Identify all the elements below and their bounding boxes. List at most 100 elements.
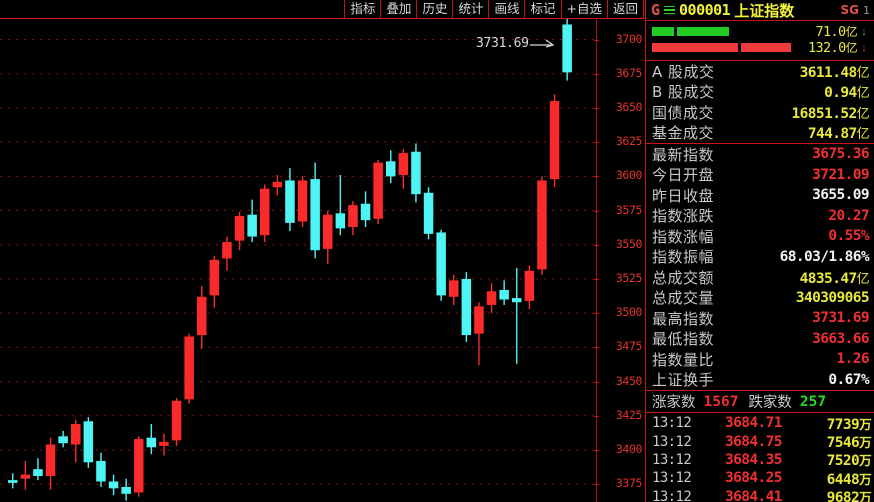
sell-volume-row: 132.0亿 ↓	[652, 40, 869, 56]
tick-time: 13:12	[652, 433, 692, 450]
toolbar-button-mark[interactable]: 标记	[524, 0, 560, 18]
quote-header: G 000001 上证指数 SG 1	[646, 0, 874, 20]
tick-price: 3684.41	[725, 488, 783, 502]
turnover-row: 基金成交 744.87亿	[646, 123, 874, 144]
stat-label: 最新指数	[652, 145, 715, 164]
turnover-value: 3611.48亿	[799, 64, 870, 81]
tick-volume: 7739万	[826, 416, 872, 433]
stat-label: 总成交量	[652, 289, 715, 308]
statistics-list: 最新指数 3675.36 今日开盘 3721.09 昨日收盘 3655.09 指数涨跌 20.…	[646, 144, 874, 390]
candlestick-bar	[310, 162, 320, 259]
candlestick-bar	[449, 274, 459, 305]
candlestick-bar	[8, 473, 18, 489]
price-axis-tick: 3600	[615, 168, 643, 183]
stat-value: 1.26	[836, 351, 869, 368]
candlestick-bar	[83, 417, 94, 468]
sg-badge-number: 1	[863, 3, 870, 17]
candlestick-bar	[222, 236, 232, 271]
candlestick-svg[interactable]	[0, 19, 644, 502]
arrow-icon	[529, 38, 555, 48]
toolbar-button-statistics[interactable]: 统计	[452, 0, 488, 18]
candlestick-bar	[260, 184, 270, 243]
price-axis-tick: 3500	[615, 305, 643, 320]
stat-label: 今日开盘	[652, 166, 715, 185]
turnover-row: 国债成交 16851.52亿	[646, 102, 874, 123]
candlestick-bar	[184, 333, 194, 404]
tick-price: 3684.75	[725, 433, 783, 450]
stat-value: 20.27	[828, 207, 869, 224]
stat-row: 指数涨跌 20.27	[646, 206, 874, 227]
symbol-code: 000001	[679, 1, 731, 19]
price-axis-tick-mark	[594, 210, 599, 212]
toolbar-button-drawline[interactable]: 画线	[488, 0, 524, 18]
candlestick-bar	[512, 268, 522, 364]
price-axis-tick: 3425	[615, 407, 643, 422]
candlestick-chart[interactable]	[0, 19, 644, 502]
stat-row: 指数涨幅 0.55%	[646, 226, 874, 247]
candlestick-bar	[499, 280, 509, 305]
stat-label: 指数涨幅	[652, 227, 715, 246]
stat-value: 0.67%	[828, 371, 869, 388]
price-axis-rule	[596, 19, 597, 502]
tick-price: 3684.71	[725, 415, 783, 432]
candlestick-bar	[486, 283, 497, 314]
toolbar-button-indicator[interactable]: 指标	[344, 0, 380, 18]
tick-row[interactable]: 13:12 3684.71 7739万	[646, 414, 874, 433]
divider	[646, 143, 874, 144]
price-axis-tick-mark	[594, 176, 599, 178]
candlestick-bar	[146, 424, 157, 455]
candlestick-bar	[461, 272, 472, 342]
turnover-row: B 股成交 0.94亿	[646, 82, 874, 103]
candlestick-bar	[549, 94, 560, 188]
price-axis-tick: 3400	[615, 442, 643, 456]
advancers-label: 涨家数	[652, 395, 696, 411]
candlestick-bar	[436, 229, 446, 301]
price-axis-tick-mark	[594, 415, 599, 417]
menu-icon[interactable]	[664, 5, 676, 15]
stat-label: 最高指数	[652, 309, 715, 328]
stat-value: 0.55%	[828, 228, 869, 245]
divider	[646, 390, 874, 391]
tick-time: 13:12	[652, 488, 692, 502]
tick-row[interactable]: 13:12 3684.75 7546万	[646, 432, 874, 452]
sg-badge: SG	[840, 3, 860, 17]
candlestick-bar	[323, 210, 333, 264]
candlestick-bar	[272, 174, 283, 196]
candlestick-bar	[171, 398, 182, 446]
toolbar-button-add-watchlist[interactable]: +自选	[560, 0, 607, 18]
price-axis-tick: 3525	[615, 270, 643, 285]
candlestick-bar	[537, 176, 547, 275]
market-breadth-row: 涨家数 1567 跌家数 257	[646, 391, 874, 412]
tick-row[interactable]: 13:12 3684.25 6448万	[646, 469, 874, 488]
tick-price: 3684.25	[725, 470, 783, 487]
advancers-value: 1567	[703, 393, 739, 410]
tick-row[interactable]: 13:12 3684.35 7520万	[646, 451, 874, 470]
toolbar-button-history[interactable]: 历史	[416, 0, 452, 18]
candlestick-bar	[386, 150, 396, 184]
candlestick-bar	[159, 433, 169, 456]
tick-row[interactable]: 13:12 3684.41 9682万	[646, 488, 874, 502]
stat-value: 68.03/1.86%	[779, 248, 870, 265]
stat-row: 今日开盘 3721.09	[646, 165, 874, 186]
stat-row: 昨日收盘 3655.09	[646, 185, 874, 206]
candlestick-bar	[524, 265, 535, 310]
stat-value: 3663.66	[812, 330, 870, 347]
turnover-label: 国债成交	[652, 103, 715, 122]
decliners-value: 257	[799, 393, 827, 410]
tick-list[interactable]: 13:12 3684.71 7739万 13:12 3684.75 7546万 13:12 3…	[646, 413, 874, 502]
buy-arrow-icon: ↓	[861, 25, 867, 38]
stat-label: 总成交额	[652, 268, 715, 287]
candlestick-bar	[285, 168, 295, 232]
toolbar-button-back[interactable]: 返回	[606, 0, 644, 18]
toolbar-divider	[0, 18, 644, 19]
tick-volume: 9682万	[826, 490, 872, 502]
toolbar-button-overlay[interactable]: 叠加	[380, 0, 416, 18]
stat-row: 最低指数 3663.66	[646, 329, 874, 350]
price-axis-tick: 3625	[615, 134, 643, 149]
candlestick-bar	[411, 143, 421, 203]
price-axis-tick-mark	[594, 73, 599, 75]
candlestick-bar	[348, 200, 358, 236]
candlestick-bar	[121, 478, 131, 501]
candlestick-bar	[562, 19, 572, 81]
stat-label: 昨日收盘	[652, 186, 715, 205]
